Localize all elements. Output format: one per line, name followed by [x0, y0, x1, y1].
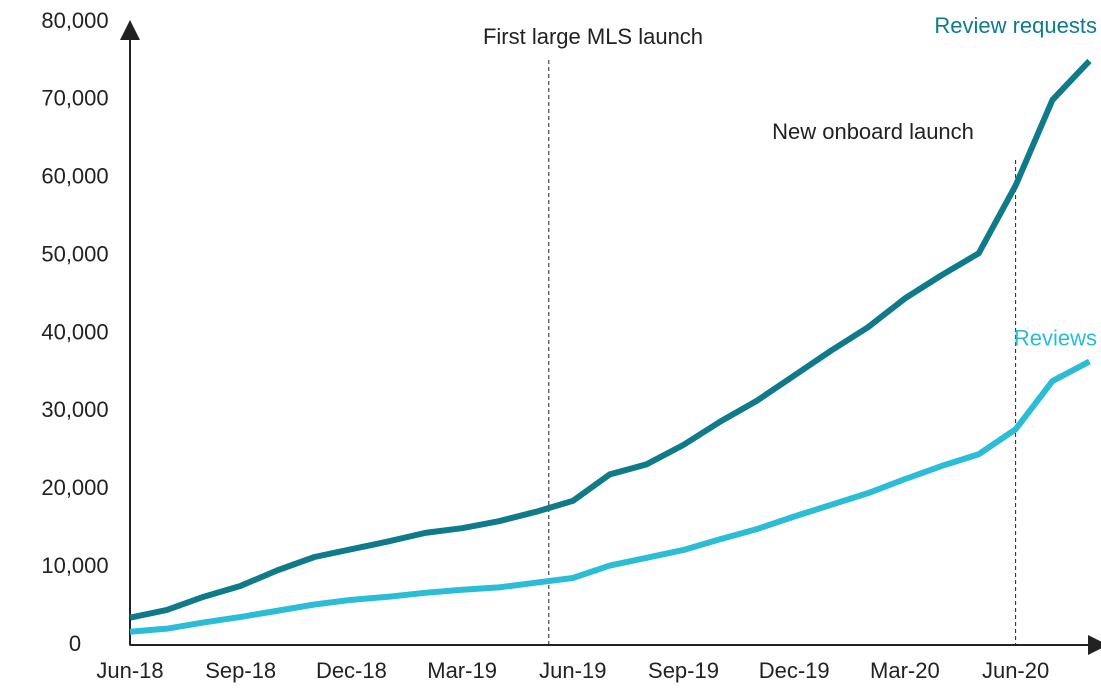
x-tick-label: Jun-18 — [96, 658, 163, 683]
y-tick-label: 60,000 — [41, 164, 108, 189]
annotation: New onboard launch — [772, 119, 974, 144]
x-tick-label: Dec-18 — [316, 658, 387, 683]
series-label: Review requests — [934, 13, 1097, 38]
x-tick-label: Mar-20 — [870, 658, 940, 683]
y-tick-label: 30,000 — [41, 397, 108, 422]
annotation: First large MLS launch — [483, 24, 703, 49]
y-tick-label: 40,000 — [41, 319, 108, 344]
y-tick-label: 20,000 — [41, 475, 108, 500]
x-tick-label: Dec-19 — [759, 658, 830, 683]
x-tick-label: Sep-19 — [648, 658, 719, 683]
y-tick-label: 50,000 — [41, 241, 108, 266]
series-line — [129, 58, 1092, 621]
series-line — [129, 358, 1091, 635]
x-tick-label: Sep-18 — [205, 658, 276, 683]
x-tick-label: Mar-19 — [427, 658, 497, 683]
x-tick-label: Jun-19 — [539, 658, 606, 683]
y-tick-label: 80,000 — [41, 8, 108, 33]
y-tick-label: 10,000 — [41, 553, 108, 578]
series-label: Reviews — [1014, 325, 1097, 350]
x-tick-label: Jun-20 — [982, 658, 1049, 683]
y-tick-label: 70,000 — [41, 86, 108, 111]
y-tick-label: 0 — [69, 631, 81, 656]
